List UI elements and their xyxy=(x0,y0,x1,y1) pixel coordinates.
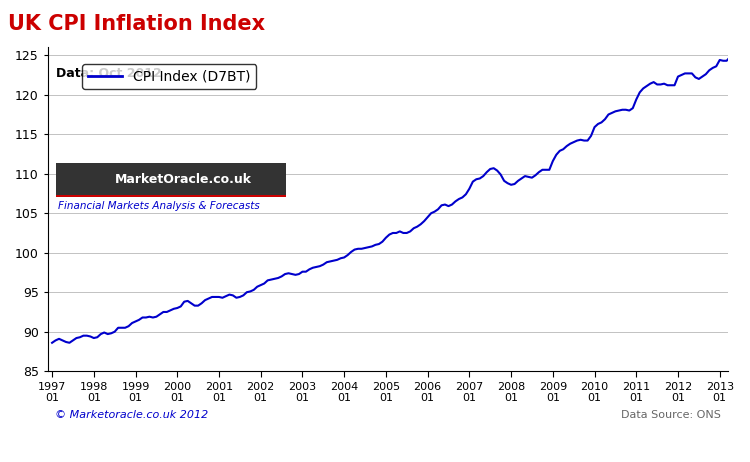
Text: Financial Markets Analysis & Forecasts: Financial Markets Analysis & Forecasts xyxy=(58,201,260,212)
Text: UK CPI Inflation Index: UK CPI Inflation Index xyxy=(8,14,265,34)
Text: MarketOracle.co.uk: MarketOracle.co.uk xyxy=(115,173,252,186)
Text: Data: Oct 2012: Data: Oct 2012 xyxy=(56,67,162,80)
Text: Data Source: ONS: Data Source: ONS xyxy=(622,410,722,420)
Legend: CPI Index (D7BT): CPI Index (D7BT) xyxy=(82,64,256,89)
Text: © Marketoracle.co.uk 2012: © Marketoracle.co.uk 2012 xyxy=(55,410,208,420)
Bar xyxy=(56,195,286,197)
Bar xyxy=(56,163,286,196)
